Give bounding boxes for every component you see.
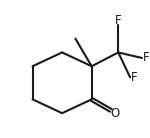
Text: F: F (115, 14, 122, 27)
Text: F: F (131, 71, 138, 84)
Text: F: F (143, 51, 150, 64)
Text: O: O (110, 107, 119, 120)
